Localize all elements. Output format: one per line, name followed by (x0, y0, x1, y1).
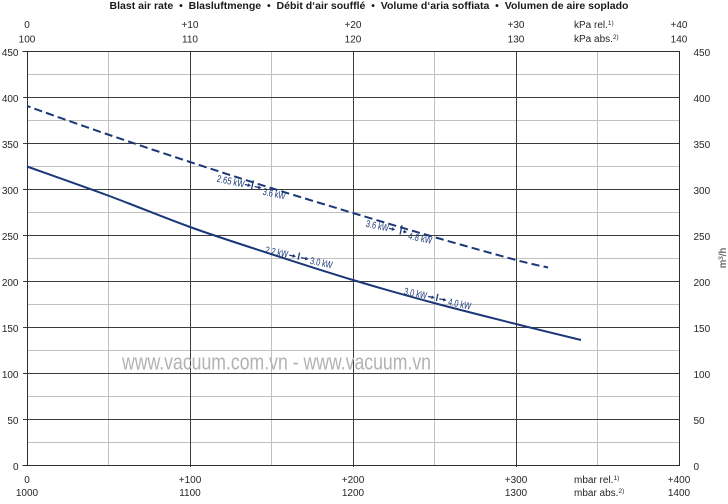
svg-text:1400: 1400 (668, 488, 691, 499)
svg-text:Blast air rate • Blasluftmen: Blast air rate • Blasluftmenge • Débit d… (110, 0, 629, 12)
svg-text:200: 200 (694, 278, 711, 289)
svg-text:250: 250 (2, 232, 19, 243)
svg-text:kPa rel.1): kPa rel.1) (574, 20, 614, 31)
svg-text:130: 130 (508, 35, 525, 46)
svg-text:+200: +200 (342, 475, 365, 486)
svg-text:300: 300 (694, 186, 711, 197)
svg-text:kPa abs.2): kPa abs.2) (574, 34, 619, 45)
svg-text:110: 110 (182, 35, 198, 46)
svg-text:150: 150 (2, 324, 19, 335)
svg-text:100: 100 (2, 370, 19, 381)
svg-text:mbar abs.2): mbar abs.2) (574, 488, 624, 499)
svg-text:100: 100 (19, 35, 36, 46)
svg-text:1000: 1000 (16, 488, 39, 499)
svg-text:250: 250 (694, 232, 711, 243)
svg-text:450: 450 (694, 48, 711, 59)
svg-text:+10: +10 (182, 20, 199, 31)
svg-text:+100: +100 (179, 475, 202, 486)
svg-text:400: 400 (2, 94, 19, 105)
svg-text:1100: 1100 (179, 488, 201, 499)
svg-text:+40: +40 (671, 20, 688, 31)
svg-text:+400: +400 (668, 475, 691, 486)
svg-text:200: 200 (2, 278, 19, 289)
svg-text:mbar rel.1): mbar rel.1) (574, 475, 619, 486)
svg-text:50: 50 (7, 416, 19, 427)
svg-text:0: 0 (13, 462, 19, 473)
svg-text:www.vacuum.com.vn - www.vacuum: www.vacuum.com.vn - www.vacuum.vn (121, 349, 431, 374)
svg-text:350: 350 (694, 140, 711, 151)
svg-text:0: 0 (24, 20, 30, 31)
svg-text:50: 50 (694, 416, 706, 427)
svg-text:350: 350 (2, 140, 19, 151)
svg-text:+300: +300 (505, 475, 528, 486)
svg-text:0: 0 (24, 475, 30, 486)
svg-text:0: 0 (694, 462, 700, 473)
svg-text:150: 150 (694, 324, 711, 335)
svg-text:400: 400 (694, 94, 711, 105)
svg-text:+20: +20 (345, 20, 362, 31)
svg-text:+30: +30 (508, 20, 525, 31)
svg-text:300: 300 (2, 186, 19, 197)
svg-text:1200: 1200 (342, 488, 365, 499)
svg-text:140: 140 (671, 35, 688, 46)
svg-text:120: 120 (345, 35, 362, 46)
svg-text:100: 100 (694, 370, 711, 381)
svg-text:1300: 1300 (505, 488, 528, 499)
svg-text:450: 450 (2, 48, 19, 59)
